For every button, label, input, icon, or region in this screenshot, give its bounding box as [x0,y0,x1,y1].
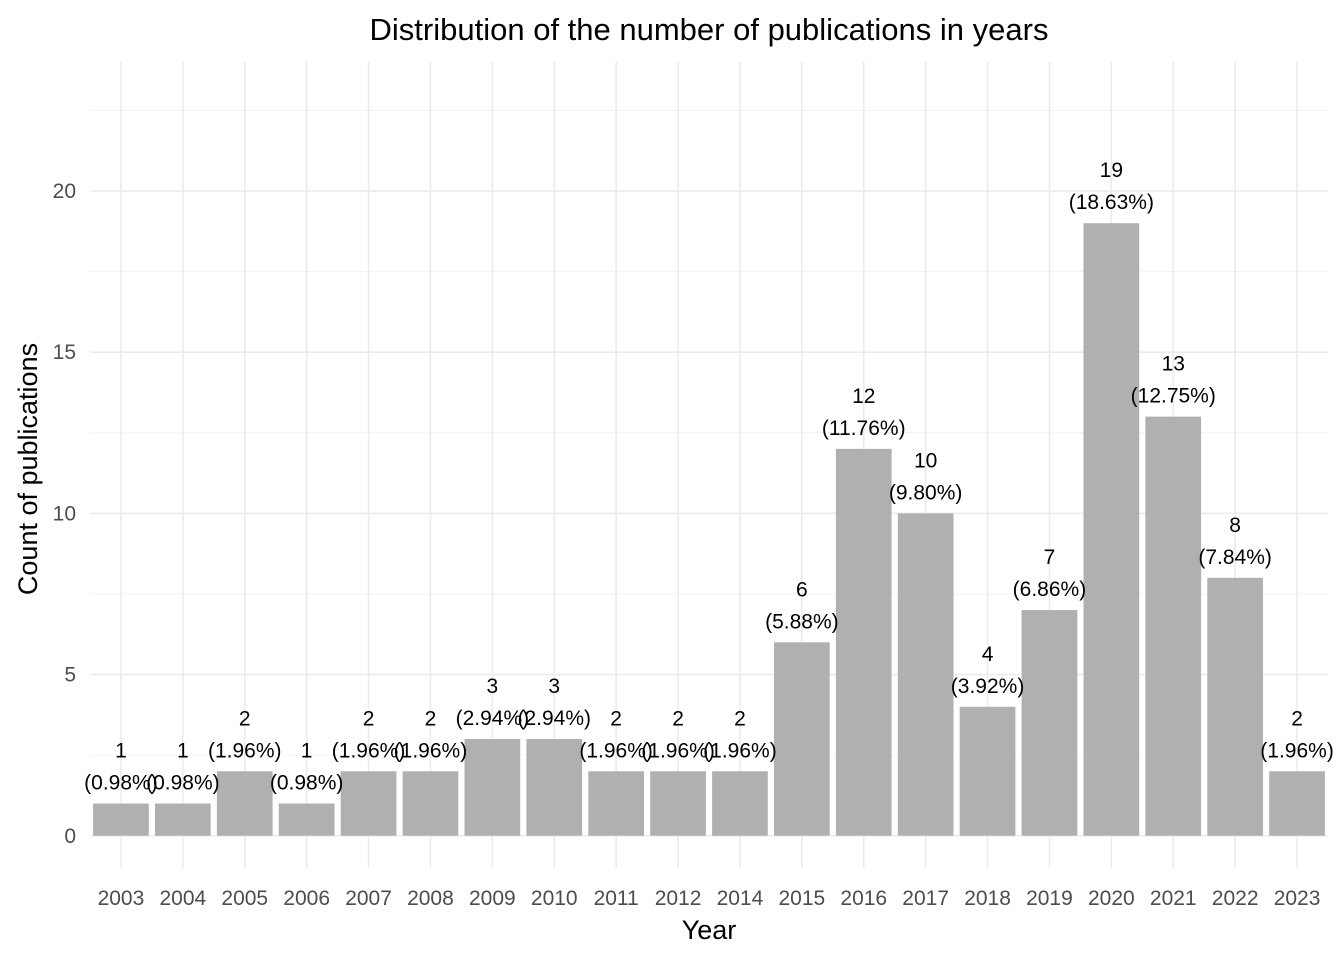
y-axis-title: Count of publications [13,343,43,595]
x-tick-label: 2020 [1088,887,1135,910]
data-label-count: 1 [301,740,313,763]
data-label-count: 2 [610,707,622,730]
data-label-percent: (1.96%) [641,739,715,762]
bar-2014 [712,771,768,836]
y-tick-label: 0 [64,825,76,848]
data-label-percent: (1.96%) [332,739,406,762]
data-label-count: 19 [1100,159,1123,182]
x-tick-label: 2022 [1212,887,1259,910]
data-label-percent: (0.98%) [270,772,344,795]
x-tick-label: 2012 [655,887,702,910]
x-tick-label: 2015 [778,887,825,910]
x-tick-label: 2017 [902,887,949,910]
bar-2012 [650,771,706,836]
bar-2010 [526,739,583,836]
data-label-percent: (2.94%) [456,707,530,730]
bar-2023 [1269,771,1325,836]
data-label-percent: (7.84%) [1198,546,1272,569]
x-tick-label: 2019 [1026,887,1073,910]
x-tick-label: 2008 [407,887,454,910]
y-tick-label: 15 [53,341,76,364]
x-tick-label: 2014 [717,887,764,910]
data-label-count: 2 [363,707,375,730]
data-label-count: 3 [548,675,560,698]
bar-2008 [402,771,459,836]
y-tick-label: 10 [53,502,76,525]
bar-2005 [216,771,273,836]
x-tick-label: 2018 [964,887,1011,910]
x-axis-ticks: 2003 2004 2005 2006 2007 2008 2009 2010 2011 2012… [98,887,1321,910]
x-tick-label: 2023 [1274,887,1321,910]
data-label-count: 2 [239,707,251,730]
bars [93,223,1325,836]
bar-2017 [897,513,954,836]
data-label-percent: (5.88%) [765,610,839,633]
bar-2011 [588,771,645,836]
data-label-percent: (1.96%) [208,739,282,762]
data-label-count: 12 [852,385,875,408]
data-label-count: 1 [115,740,127,763]
data-label-count: 2 [672,707,684,730]
bar-2003 [93,803,149,836]
bar-2009 [464,739,521,836]
x-tick-label: 2006 [283,887,330,910]
x-tick-label: 2021 [1150,887,1197,910]
data-label-percent: (0.98%) [146,772,220,795]
data-label-percent: (3.92%) [951,675,1025,698]
data-label-percent: (1.96%) [703,739,777,762]
x-tick-label: 2004 [159,887,206,910]
x-axis-title: Year [682,915,737,945]
bar-2021 [1145,416,1202,836]
x-tick-label: 2016 [840,887,887,910]
bar-2007 [340,771,397,836]
chart-title: Distribution of the number of publicatio… [370,12,1049,47]
bar-2004 [154,803,211,836]
y-axis-ticks: 0 5 10 15 20 [53,180,76,848]
bar-2016 [835,448,892,836]
bar-2022 [1207,577,1264,836]
bar-2015 [773,642,830,836]
data-label-percent: (12.75%) [1131,385,1216,408]
data-labels: 1 (0.98%) 1 (0.98%) 2 (1.96%) 1 (0.98%) 2 (1.96%)… [84,159,1334,794]
data-label-count: 10 [914,449,937,472]
x-tick-label: 2007 [345,887,392,910]
data-label-count: 3 [487,675,499,698]
data-label-percent: (1.96%) [579,739,653,762]
data-label-percent: (2.94%) [517,707,591,730]
data-label-percent: (1.96%) [394,739,468,762]
bar-2020 [1083,223,1140,836]
data-label-percent: (9.80%) [889,481,963,504]
x-tick-label: 2009 [469,887,516,910]
bar-2018 [959,706,1016,836]
data-label-percent: (0.98%) [84,772,158,795]
data-label-percent: (18.63%) [1069,191,1154,214]
data-label-percent: (6.86%) [1013,578,1087,601]
data-label-count: 4 [982,643,994,666]
data-label-count: 2 [734,707,746,730]
x-tick-label: 2010 [531,887,578,910]
data-label-percent: (11.76%) [822,417,906,440]
data-label-percent: (1.96%) [1260,739,1334,762]
bar-2006 [278,803,335,836]
data-label-count: 13 [1162,353,1185,376]
x-tick-label: 2011 [594,887,639,910]
y-tick-label: 5 [64,664,76,687]
y-tick-label: 20 [53,180,76,203]
x-tick-label: 2005 [221,887,268,910]
data-label-count: 6 [796,578,808,601]
data-label-count: 8 [1229,514,1241,537]
data-label-count: 7 [1044,546,1056,569]
bar-2019 [1021,610,1078,836]
data-label-count: 1 [177,740,189,763]
data-label-count: 2 [1291,707,1303,730]
x-tick-label: 2003 [98,887,145,910]
data-label-count: 2 [425,707,437,730]
